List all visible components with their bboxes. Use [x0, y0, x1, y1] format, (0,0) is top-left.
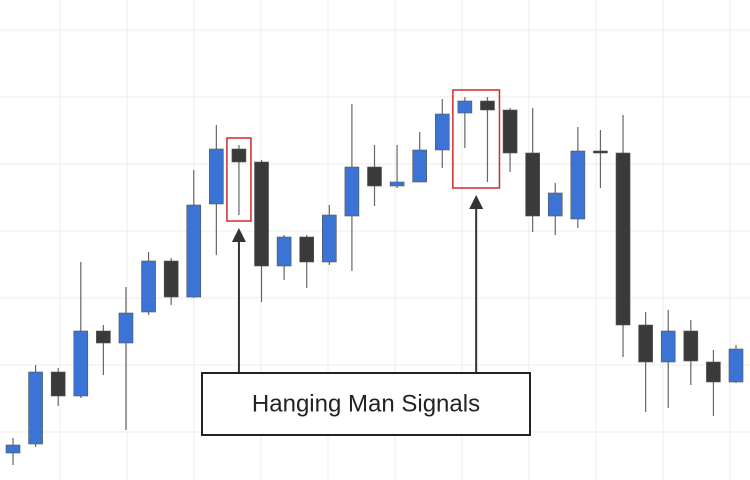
candles — [5, 97, 744, 465]
candle-body — [480, 100, 495, 111]
candle-body — [660, 330, 676, 363]
candle-body — [209, 148, 224, 205]
candle-body — [5, 444, 21, 454]
candle-body — [593, 150, 608, 154]
candle-body — [570, 150, 586, 220]
candle-body — [276, 236, 292, 267]
candle-body — [299, 236, 315, 263]
candle-body — [231, 148, 247, 163]
candle-body — [547, 192, 563, 217]
candle-body — [254, 161, 269, 267]
candle-body — [615, 152, 631, 326]
candle-body — [28, 371, 43, 445]
candle-body — [389, 181, 405, 187]
candle-body — [683, 330, 699, 362]
candle-body — [457, 100, 473, 114]
candle-body — [502, 109, 518, 154]
candle-body — [50, 371, 66, 397]
annotation-box — [201, 372, 531, 436]
candle-body — [412, 149, 427, 183]
highlight-box — [452, 89, 501, 189]
candle-body — [118, 312, 134, 344]
candle-body — [163, 260, 179, 298]
candle-body — [434, 113, 450, 151]
annotation-text: Hanging Man Signals — [252, 390, 480, 417]
candle-body — [73, 330, 89, 397]
candle-body — [638, 324, 653, 363]
candle-body — [367, 166, 382, 187]
candle-body — [141, 260, 156, 313]
candle-body — [525, 152, 540, 217]
candle-body — [96, 330, 111, 344]
candle-body — [322, 214, 337, 263]
candle-body — [344, 166, 360, 217]
highlight-box — [226, 137, 252, 222]
candle-body — [706, 361, 721, 383]
candle-body — [186, 204, 202, 298]
candle-body — [728, 348, 744, 383]
annotations: Hanging Man Signals — [201, 89, 531, 436]
